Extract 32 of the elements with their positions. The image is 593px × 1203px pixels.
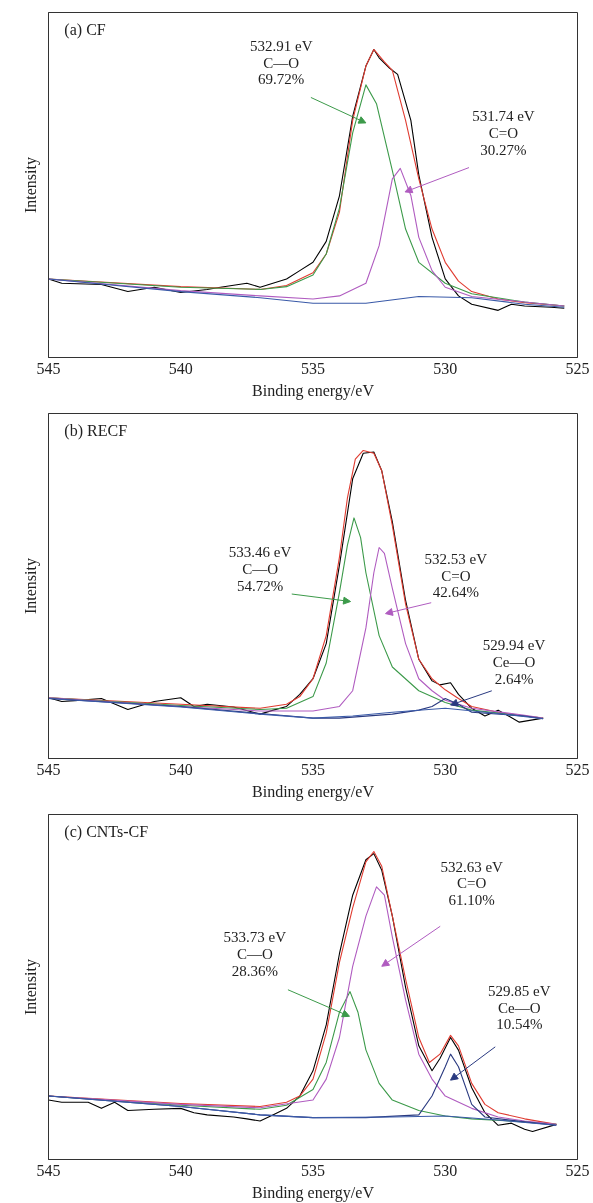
x-tick-label: 530 — [433, 359, 458, 377]
x-tick-label: 540 — [168, 359, 193, 377]
annotation: 532.63 eV C=O 61.10% — [440, 858, 504, 909]
x-axis-title: Binding energy/eV — [252, 782, 375, 801]
x-tick-label: 540 — [168, 1161, 193, 1179]
y-axis-title: Intensity — [21, 157, 40, 213]
annotation: 532.91 eV C—O 69.72% — [250, 37, 313, 88]
x-tick-label: 545 — [36, 1161, 61, 1179]
annotation: 529.85 eV Ce—O 10.54% — [488, 982, 551, 1033]
annotation: 529.94 eV Ce—O 2.64% — [482, 637, 546, 687]
x-tick-label: 525 — [565, 359, 590, 377]
x-tick-label: 540 — [168, 760, 193, 778]
x-tick-label: 530 — [433, 1161, 458, 1179]
x-axis-title: Binding energy/eV — [252, 381, 375, 400]
x-tick-label: 535 — [301, 359, 325, 377]
x-tick-label: 545 — [36, 760, 61, 778]
chart-title: (a) CF — [64, 21, 106, 40]
x-tick-label: 525 — [565, 1161, 590, 1179]
annotation: 532.53 eV C=O 42.64% — [424, 550, 488, 601]
chart-title: (c) CNTs-CF — [64, 823, 149, 842]
x-axis-title: Binding energy/eV — [252, 1183, 375, 1202]
x-tick-label: 530 — [433, 760, 458, 778]
x-tick-label: 535 — [301, 1161, 325, 1179]
annotation: 531.74 eV C=O 30.27% — [472, 108, 535, 159]
annotation: 533.46 eV C—O 54.72% — [228, 543, 292, 594]
y-axis-title: Intensity — [21, 959, 40, 1015]
x-tick-label: 535 — [301, 760, 325, 778]
x-tick-label: 525 — [565, 760, 590, 778]
x-tick-label: 545 — [36, 359, 61, 377]
chart-title: (b) RECF — [64, 422, 128, 441]
y-axis-title: Intensity — [21, 558, 40, 614]
annotation: 533.73 eV C—O 28.36% — [223, 929, 287, 980]
